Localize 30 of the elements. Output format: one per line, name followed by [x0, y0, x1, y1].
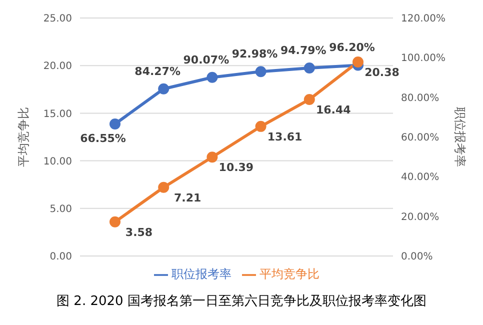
data-label: 16.44: [316, 103, 352, 116]
y2-tick-label: 100.00%: [401, 53, 446, 64]
data-label: 94.79%: [280, 44, 326, 57]
y-tick-label: 5.00: [50, 204, 72, 215]
data-label: 90.07%: [183, 53, 230, 66]
y-tick-label: 15.00: [43, 108, 72, 120]
data-label: 84.27%: [134, 64, 181, 78]
legend-label: 平均竞争比: [260, 267, 320, 281]
y2-axis-title: 职位报考率: [452, 107, 467, 167]
y2-tick-label: 60.00%: [401, 132, 440, 144]
data-label: 13.61: [267, 130, 302, 144]
caption: 图 2. 2020 国考报名第一日至第六日竞争比及职位报考率变化图: [56, 293, 428, 310]
data-label: 3.58: [125, 226, 153, 239]
y2-tick-label: 120.00%: [401, 14, 446, 25]
data-label: 92.98%: [232, 48, 278, 61]
y2-tick-label: 20.00%: [401, 212, 440, 223]
y2-tick-label: 80.00%: [401, 92, 440, 104]
data-label: 96.20%: [329, 41, 375, 54]
legend-label: 职位报考率: [172, 267, 232, 281]
y2-tick-label: 0.00%: [401, 252, 433, 263]
data-label: 7.21: [174, 191, 202, 204]
data-label: 10.39: [218, 161, 254, 174]
y-tick-label: 20.00: [43, 61, 72, 72]
y2-tick-label: 40.00%: [401, 172, 440, 184]
data-label: 20.38: [364, 66, 400, 79]
y-tick-label: 25.00: [43, 14, 72, 25]
y-tick-label: 10.00: [43, 156, 72, 168]
data-label: 66.55%: [80, 132, 126, 146]
y-tick-label: 0.00: [50, 252, 72, 263]
y-axis-title: 平均竞争比: [16, 107, 30, 167]
